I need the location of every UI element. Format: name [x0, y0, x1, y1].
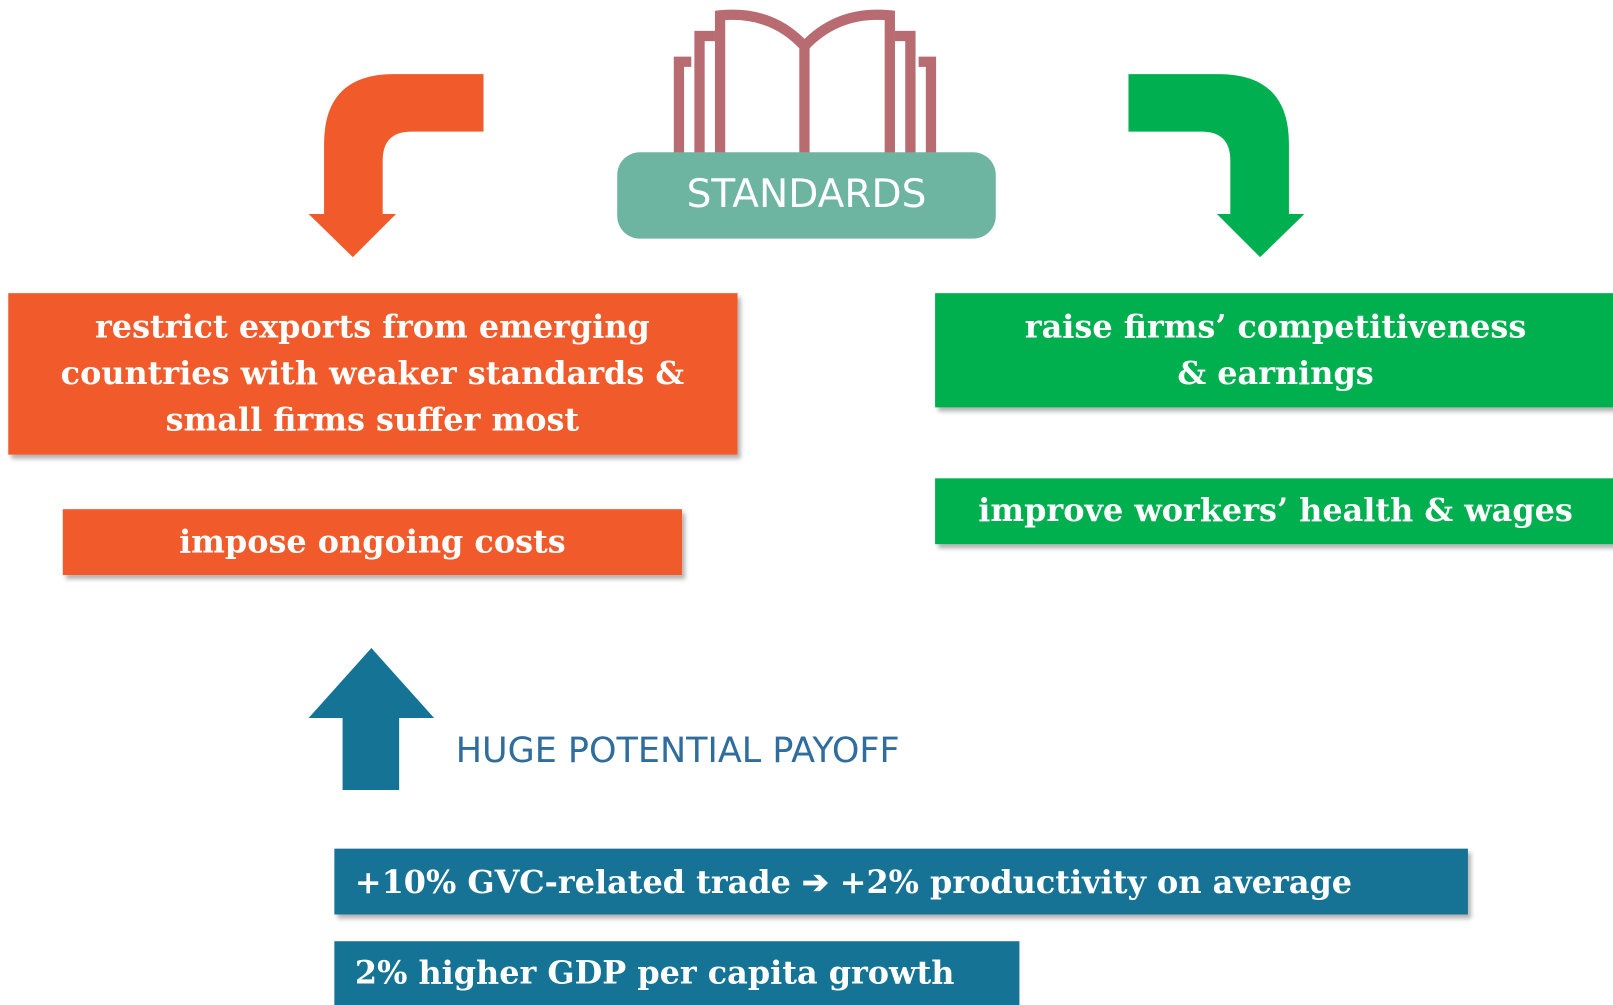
payoff-item: +10% GVC-related trade ➔ +2% productivit…	[355, 863, 1352, 901]
payoff-box	[334, 941, 1020, 1005]
box-line: countries with weaker standards &	[61, 354, 685, 392]
standards-pill	[617, 152, 996, 239]
positive-arrow	[1128, 74, 1305, 258]
payoff-item: 2% higher GDP per capita growth	[355, 954, 954, 992]
standards-label: STANDARDS	[687, 172, 927, 217]
book-icon	[673, 9, 937, 155]
payoff-heading: HUGE POTENTIAL PAYOFF	[456, 731, 900, 771]
box-line: impose ongoing costs	[179, 523, 566, 561]
payoff-arrow	[308, 648, 435, 791]
box-line: restrict exports from emerging	[95, 308, 650, 346]
payoff-box	[334, 848, 1468, 915]
negative-arrow	[308, 74, 484, 258]
positive-box	[935, 293, 1613, 408]
negative-box	[8, 293, 738, 455]
positive-box	[935, 478, 1613, 545]
box-texts: restrict exports from emerging countries …	[61, 308, 1573, 992]
box-line: raise firms’ competitiveness	[1025, 308, 1527, 346]
box-line: improve workers’ health & wages	[978, 491, 1573, 529]
negative-box	[62, 509, 683, 576]
box-line: & earnings	[1177, 354, 1373, 392]
box-line: small firms suffer most	[166, 400, 580, 438]
